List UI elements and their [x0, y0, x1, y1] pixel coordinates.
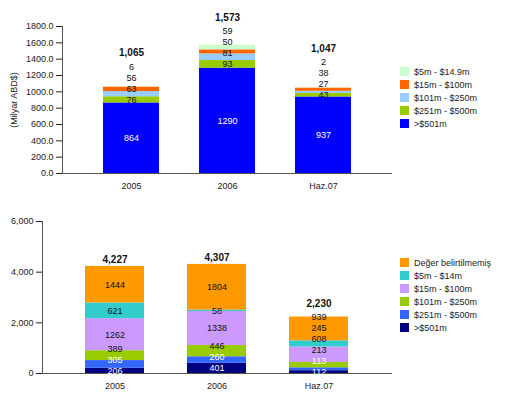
svg-text:2006: 2006 [217, 181, 237, 191]
svg-text:4,000: 4,000 [11, 267, 34, 277]
html-text:$15m - $100m: $15m - $100m [414, 283, 472, 294]
svg-text:1804: 1804 [207, 282, 227, 292]
svg-text:2,000: 2,000 [11, 318, 34, 328]
svg-text:2,230: 2,230 [306, 298, 331, 309]
svg-text:1262: 1262 [105, 330, 125, 340]
html-text:$251m - $500m: $251m - $500m [414, 105, 477, 116]
svg-text:260: 260 [209, 352, 224, 362]
svg-text:1400.0: 1400.0 [26, 54, 54, 64]
svg-text:608: 608 [311, 334, 326, 344]
svg-text:27: 27 [318, 79, 328, 89]
svg-text:76: 76 [126, 95, 136, 105]
svg-text:1,573: 1,573 [215, 12, 240, 23]
html-text:>$501m: >$501m [414, 118, 447, 129]
svg-text:1,065: 1,065 [119, 47, 144, 58]
html-text:$5m - $14m: $5m - $14m [414, 270, 462, 281]
svg-text:245: 245 [311, 323, 326, 333]
svg-text:4,227: 4,227 [102, 254, 127, 265]
svg-text:200.0: 200.0 [31, 152, 54, 162]
html-text:Değer belirtilmemiş: Değer belirtilmemiş [414, 257, 491, 268]
svg-text:1600.0: 1600.0 [26, 38, 54, 48]
svg-text:59: 59 [222, 26, 232, 36]
svg-text:937: 937 [316, 130, 331, 140]
svg-text:81: 81 [222, 48, 232, 58]
svg-text:2005: 2005 [121, 181, 141, 191]
svg-text:43: 43 [318, 90, 328, 100]
svg-text:1000.0: 1000.0 [26, 87, 54, 97]
svg-text:1444: 1444 [105, 280, 125, 290]
svg-text:0: 0 [28, 368, 33, 378]
svg-text:213: 213 [311, 345, 326, 355]
svg-text:800.0: 800.0 [31, 103, 54, 113]
svg-text:2005: 2005 [105, 381, 125, 391]
svg-text:389: 389 [107, 344, 122, 354]
svg-text:1338: 1338 [207, 323, 227, 333]
svg-text:Haz.07: Haz.07 [309, 181, 338, 191]
svg-text:446: 446 [209, 341, 224, 351]
svg-text:2006: 2006 [207, 381, 227, 391]
html-text:$101m - $250m: $101m - $250m [414, 296, 477, 307]
svg-text:Haz.07: Haz.07 [305, 381, 334, 391]
html-text:>$501m: >$501m [414, 322, 447, 333]
svg-text:38: 38 [318, 68, 328, 78]
svg-text:305: 305 [107, 355, 122, 365]
svg-text:58: 58 [212, 306, 222, 316]
svg-text:2: 2 [321, 57, 326, 67]
svg-text:400.0: 400.0 [31, 136, 54, 146]
svg-text:401: 401 [209, 363, 224, 373]
html-text:$251m - $500m: $251m - $500m [414, 309, 477, 320]
svg-text:864: 864 [124, 133, 139, 143]
svg-text:63: 63 [126, 84, 136, 94]
svg-text:206: 206 [107, 366, 122, 376]
html-text:$101m - $250m: $101m - $250m [414, 92, 477, 103]
html-text:$15m - $100m: $15m - $100m [414, 79, 472, 90]
svg-text:1,047: 1,047 [311, 43, 336, 54]
svg-text:1290: 1290 [217, 116, 237, 126]
svg-text:600.0: 600.0 [31, 119, 54, 129]
html-text:$5m - $14.9m: $5m - $14.9m [414, 66, 470, 77]
svg-text:1800.0: 1800.0 [26, 21, 54, 31]
svg-text:93: 93 [222, 59, 232, 69]
svg-text:(Milyar ABD$): (Milyar ABD$) [9, 72, 19, 128]
svg-text:939: 939 [311, 312, 326, 322]
svg-text:112: 112 [312, 367, 326, 377]
svg-text:56: 56 [126, 73, 136, 83]
svg-text:4,307: 4,307 [204, 252, 229, 263]
svg-text:50: 50 [222, 37, 232, 47]
svg-text:6: 6 [129, 62, 134, 72]
svg-text:0.0: 0.0 [41, 168, 54, 178]
svg-text:1200.0: 1200.0 [26, 70, 54, 80]
svg-text:6,000: 6,000 [11, 216, 34, 226]
svg-text:113: 113 [312, 356, 326, 366]
svg-text:621: 621 [107, 306, 122, 316]
